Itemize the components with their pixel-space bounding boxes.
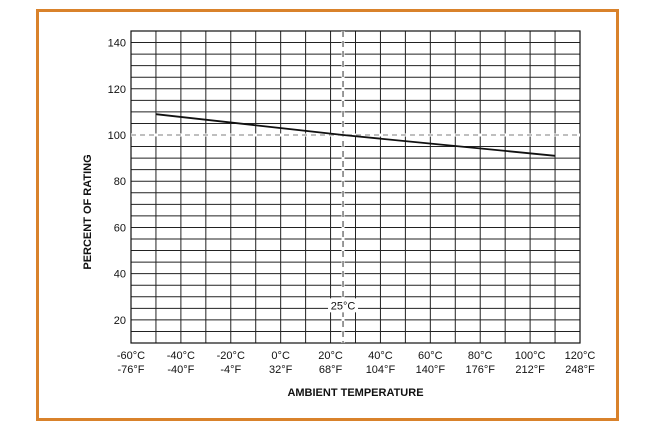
- x-tick-label-celsius: 100°C: [515, 350, 546, 362]
- y-tick-label: 40: [114, 269, 126, 281]
- x-tick-label-celsius: -40°C: [167, 350, 195, 362]
- grid: [130, 30, 581, 344]
- x-tick-label-fahrenheit: -76°F: [117, 364, 144, 376]
- x-tick-label-fahrenheit: -4°F: [220, 364, 241, 376]
- x-axis-title: AMBIENT TEMPERATURE: [287, 387, 423, 399]
- derating-curve: [155, 113, 556, 157]
- chart-frame: 25°C 20 40 60 80 100 120 140 -60°C -76°F -40°C -4…: [36, 9, 619, 421]
- x-tick-label-fahrenheit: 32°F: [269, 364, 293, 376]
- x-tick-label-celsius: 40°C: [368, 350, 393, 362]
- y-tick-labels: 20 40 60 80 100 120 140: [108, 38, 126, 327]
- x-tick-label-fahrenheit: 176°F: [465, 364, 495, 376]
- x-tick-label-fahrenheit: 104°F: [366, 364, 396, 376]
- reference-label-25c: 25°C: [331, 300, 356, 312]
- y-axis-title: PERCENT OF RATING: [82, 154, 94, 269]
- x-tick-label-celsius: 80°C: [468, 350, 493, 362]
- plot-border: [130, 30, 581, 344]
- x-tick-label-celsius: -20°C: [217, 350, 245, 362]
- x-tick-label-fahrenheit: 68°F: [319, 364, 343, 376]
- x-tick-label-celsius: 0°C: [271, 350, 290, 362]
- x-tick-label-fahrenheit: 140°F: [416, 364, 446, 376]
- reference-lines: 25°C: [131, 31, 580, 343]
- x-tick-label-celsius: 120°C: [565, 350, 596, 362]
- x-tick-label-fahrenheit: 248°F: [565, 364, 595, 376]
- y-tick-label: 120: [108, 84, 126, 96]
- series-layer: [155, 113, 556, 157]
- x-tick-label-celsius: -60°C: [117, 350, 145, 362]
- y-tick-label: 80: [114, 176, 126, 188]
- y-tick-label: 100: [108, 130, 126, 142]
- reference-label-backing: [328, 298, 359, 313]
- x-tick-labels: -60°C -76°F -40°C -40°F -20°C -4°F 0°C 32°F 20°C…: [117, 350, 596, 376]
- x-tick-label-celsius: 60°C: [418, 350, 443, 362]
- y-tick-label: 60: [114, 222, 126, 234]
- y-tick-label: 140: [108, 38, 126, 50]
- x-tick-label-fahrenheit: 212°F: [515, 364, 545, 376]
- y-tick-label: 20: [114, 315, 126, 327]
- x-tick-label-celsius: 20°C: [318, 350, 343, 362]
- derating-chart: 25°C 20 40 60 80 100 120 140 -60°C -76°F -40°C -4…: [82, 30, 596, 399]
- x-tick-label-fahrenheit: -40°F: [167, 364, 194, 376]
